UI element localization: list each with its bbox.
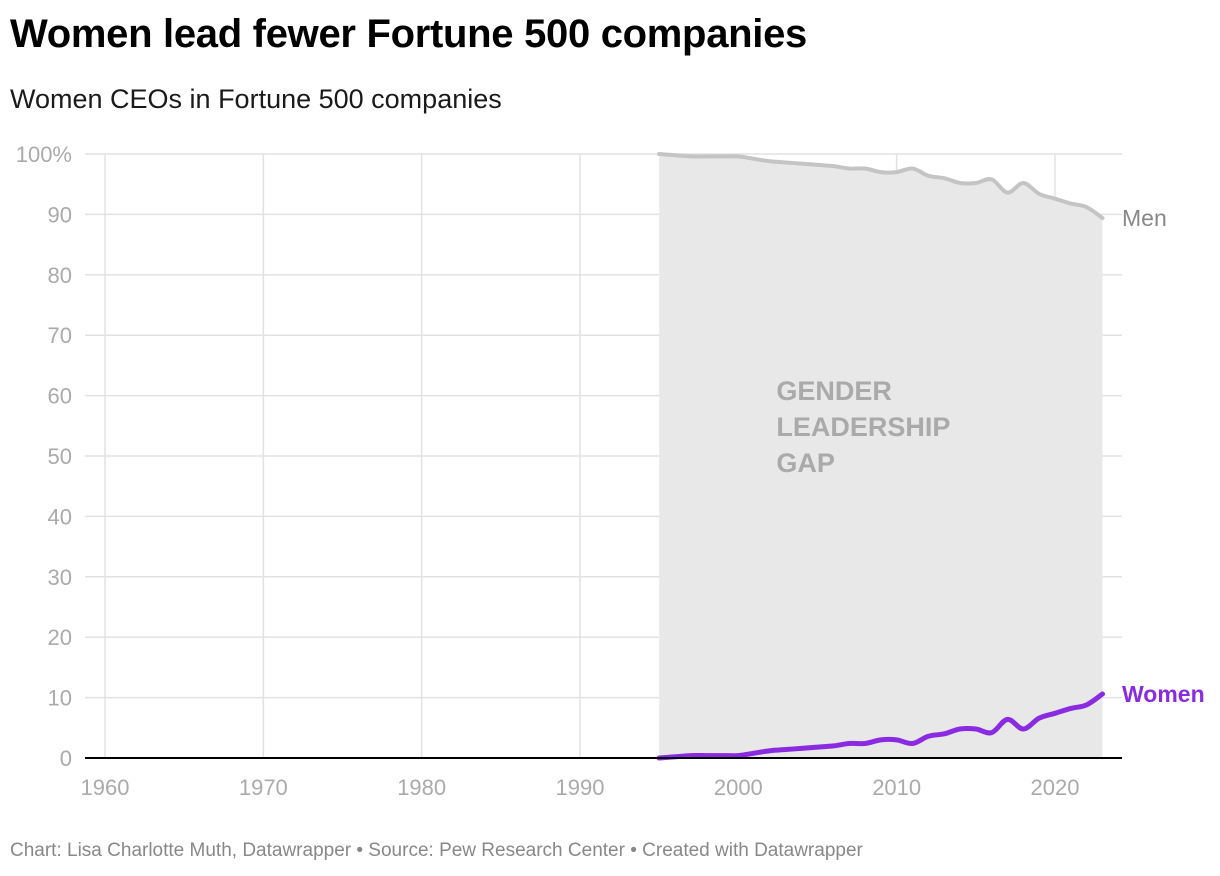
gap-label-line-2: LEADERSHIP bbox=[776, 412, 950, 442]
x-tick-label-1990: 1990 bbox=[556, 775, 605, 800]
gap-label-line-3: GAP bbox=[776, 448, 835, 478]
x-tick-label-2020: 2020 bbox=[1031, 775, 1080, 800]
y-tick-label-40: 40 bbox=[48, 504, 72, 529]
x-tick-label-2010: 2010 bbox=[872, 775, 921, 800]
series-line-men bbox=[657, 152, 1105, 221]
y-tick-label-20: 20 bbox=[48, 625, 72, 650]
y-tick-label-30: 30 bbox=[48, 565, 72, 590]
gender-leadership-gap-area bbox=[659, 154, 1103, 758]
series-labels: Men Women bbox=[1122, 205, 1205, 707]
series-label-men: Men bbox=[1122, 205, 1167, 231]
y-tick-label-50: 50 bbox=[48, 444, 72, 469]
x-tick-label-1970: 1970 bbox=[239, 775, 288, 800]
chart-title: Women lead fewer Fortune 500 companies bbox=[10, 12, 807, 56]
gap-label: GENDER LEADERSHIP GAP bbox=[776, 376, 950, 478]
axis-ticks: 0 10 20 30 40 50 60 70 80 90 100% 1960 1970 1980 1990 2… bbox=[16, 142, 1080, 800]
line-chart: GENDER LEADERSHIP GAP 0 10 20 30 40 50 60 70 80 90 1… bbox=[16, 142, 1205, 800]
y-tick-label-80: 80 bbox=[48, 263, 72, 288]
chart-subtitle: Women CEOs in Fortune 500 companies bbox=[10, 84, 502, 114]
x-tick-label-2000: 2000 bbox=[714, 775, 763, 800]
series-line-women bbox=[656, 691, 1105, 761]
series-lines bbox=[656, 152, 1105, 761]
y-tick-label-70: 70 bbox=[48, 323, 72, 348]
y-tick-label-10: 10 bbox=[48, 686, 72, 711]
gap-label-line-1: GENDER bbox=[776, 376, 892, 406]
x-tick-label-1960: 1960 bbox=[81, 775, 130, 800]
series-label-women: Women bbox=[1122, 681, 1205, 707]
y-tick-label-100: 100% bbox=[16, 142, 72, 167]
y-tick-label-0: 0 bbox=[60, 746, 72, 771]
y-tick-label-90: 90 bbox=[48, 202, 72, 227]
y-tick-label-60: 60 bbox=[48, 384, 72, 409]
chart-credit: Chart: Lisa Charlotte Muth, Datawrapper … bbox=[10, 840, 863, 861]
x-tick-label-1980: 1980 bbox=[397, 775, 446, 800]
